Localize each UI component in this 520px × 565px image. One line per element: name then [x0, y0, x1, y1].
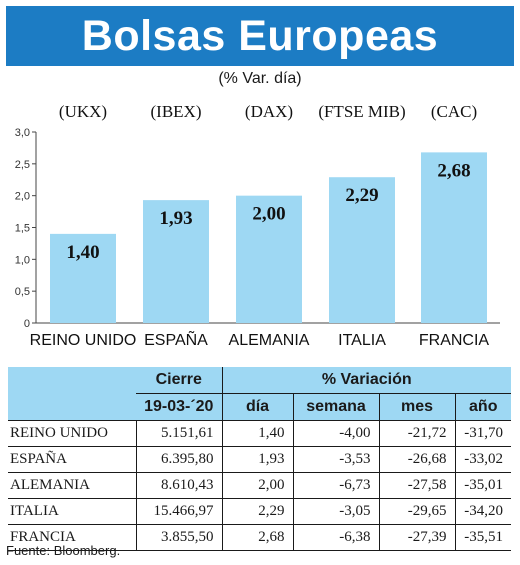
row-semana: -4,00	[292, 420, 379, 447]
row-cierre: 3.855,50	[135, 524, 222, 551]
index-code-label: (IBEX)	[151, 102, 202, 121]
bar	[236, 195, 302, 323]
row-ano: -34,20	[454, 498, 511, 525]
row-name: REINO UNIDO	[8, 420, 136, 447]
index-code-label: (CAC)	[431, 102, 477, 121]
table-corner-cell	[8, 367, 136, 394]
row-name: FRANCIA	[8, 524, 136, 551]
row-ano: -35,01	[454, 472, 511, 499]
row-semana: -3,05	[292, 498, 379, 525]
table-corner-cell-2	[8, 393, 136, 421]
y-tick-label: 0,5	[15, 286, 30, 298]
y-tick-label: 0	[24, 318, 30, 330]
index-code-label: (DAX)	[245, 102, 293, 121]
category-label: ITALIA	[338, 332, 386, 349]
header-variacion: % Variación	[221, 367, 511, 394]
row-ano: -31,70	[454, 420, 511, 447]
row-cierre: 5.151,61	[135, 420, 222, 447]
row-cierre: 15.466,97	[135, 498, 222, 525]
row-mes: -26,68	[378, 446, 455, 473]
index-code-label: (UKX)	[59, 102, 107, 121]
bar-value-label: 1,40	[66, 242, 99, 263]
header-cierre: Cierre	[136, 367, 222, 394]
header-semana: semana	[292, 393, 379, 421]
bar	[50, 233, 116, 323]
row-ano: -35,51	[454, 524, 511, 551]
category-label: ALEMANIA	[229, 332, 310, 349]
row-semana: -3,53	[292, 446, 379, 473]
bar-value-label: 2,00	[252, 204, 285, 225]
category-label: REINO UNIDO	[30, 332, 137, 349]
row-semana: -6,73	[292, 472, 379, 499]
header-mes: mes	[378, 393, 455, 421]
row-ano: -33,02	[454, 446, 511, 473]
y-tick-label: 2,5	[15, 159, 30, 171]
table-row: REINO UNIDO 5.151,61 1,40 -4,00 -21,72 -…	[8, 420, 511, 447]
row-name: ITALIA	[8, 498, 136, 525]
table-row: ITALIA 15.466,97 2,29 -3,05 -29,65 -34,2…	[8, 498, 511, 525]
row-mes: -27,58	[378, 472, 455, 499]
row-name: ESPAÑA	[8, 446, 136, 473]
index-code-label: (FTSE MIB)	[318, 102, 405, 121]
table-row: ESPAÑA 6.395,80 1,93 -3,53 -26,68 -33,02	[8, 446, 511, 473]
y-tick-label: 3,0	[15, 127, 30, 139]
chart-subtitle: (% Var. día)	[218, 70, 302, 87]
bar-value-label: 2,29	[345, 185, 378, 206]
row-cierre: 8.610,43	[135, 472, 222, 499]
row-semana: -6,38	[292, 524, 379, 551]
row-dia: 1,40	[221, 420, 293, 447]
data-table: Cierre % Variación 19-03-´20 día semana …	[8, 367, 511, 551]
y-tick-label: 1,0	[15, 254, 30, 266]
table-row: ALEMANIA 8.610,43 2,00 -6,73 -27,58 -35,…	[8, 472, 511, 499]
row-mes: -29,65	[378, 498, 455, 525]
label-layer: 1,40 (UKX) REINO UNIDO 1,93 (IBEX) ESPAÑA 2,00…	[30, 102, 490, 349]
row-name: ALEMANIA	[8, 472, 136, 499]
row-dia: 1,93	[221, 446, 293, 473]
category-label: ESPAÑA	[144, 329, 208, 349]
bar-layer	[50, 152, 487, 323]
header-date: 19-03-´20	[136, 393, 222, 421]
table-row: FRANCIA 3.855,50 2,68 -6,38 -27,39 -35,5…	[8, 524, 511, 551]
bar-value-label: 2,68	[437, 160, 470, 181]
category-label: FRANCIA	[419, 332, 490, 349]
chart-title: Bolsas Europeas	[81, 11, 439, 60]
table-group-header-row: Cierre % Variación	[8, 367, 511, 394]
y-tick-label: 1,5	[15, 223, 30, 235]
y-tick-label: 2,0	[15, 191, 30, 203]
row-dia: 2,68	[221, 524, 293, 551]
bar	[329, 177, 395, 323]
bar-value-label: 1,93	[159, 208, 192, 229]
source-note: Fuente: Bloomberg.	[6, 543, 121, 558]
row-mes: -21,72	[378, 420, 455, 447]
row-mes: -27,39	[378, 524, 455, 551]
row-dia: 2,29	[221, 498, 293, 525]
title-bar: Bolsas Europeas	[6, 6, 514, 66]
header-dia: día	[221, 393, 293, 421]
bar	[421, 152, 487, 323]
header-ano: año	[454, 393, 511, 421]
bar	[143, 200, 209, 323]
table-sub-header-row: 19-03-´20 día semana mes año	[8, 393, 511, 421]
bar-chart: 0 0,5 1,0 1,5 2,0 2,5 3,0 1,40 (UKX) REINO UNIDO…	[15, 102, 500, 349]
row-cierre: 6.395,80	[135, 446, 222, 473]
row-dia: 2,00	[221, 472, 293, 499]
